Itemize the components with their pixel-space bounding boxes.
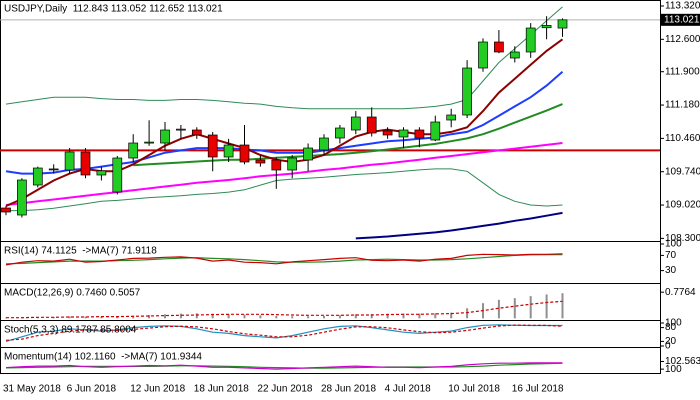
indicator-line	[6, 300, 563, 319]
chart-title: USDJPY,Daily 112.843 113.052 112.652 113…	[4, 4, 223, 15]
y-tick-label: 100	[665, 318, 682, 329]
candle-body	[287, 157, 298, 171]
y-tick-label: 108.300	[665, 233, 700, 244]
candle-body	[207, 134, 218, 158]
y-tick-label: 0.7764	[665, 287, 696, 298]
indicator-line	[5, 70, 564, 175]
candle-body	[303, 147, 313, 161]
y-tick-label: 102.5635	[665, 356, 700, 367]
candle-body	[176, 128, 186, 131]
candle-body	[557, 19, 568, 29]
x-tick-label: 22 Jun 2018	[257, 384, 312, 395]
y-tick-label: 20	[665, 336, 677, 347]
panel-title: Stoch(5,3,3) 89.1787 85.8004	[4, 325, 137, 336]
candle-body	[80, 151, 91, 176]
candle-body	[541, 25, 552, 29]
indicator-line	[5, 324, 563, 341]
candle-body	[335, 127, 345, 139]
candle-body	[48, 168, 59, 171]
y-tick-label: 113.320	[665, 1, 700, 12]
candle-body	[17, 179, 27, 216]
price-tag	[661, 13, 700, 26]
candle-body	[64, 151, 75, 171]
price-tag-label: 113.021	[664, 14, 700, 25]
y-tick-label: 110.460	[665, 133, 700, 144]
candle-body	[430, 121, 441, 141]
y-tick-label: 30	[665, 265, 677, 276]
candle-body	[144, 141, 154, 144]
candle-body	[255, 159, 266, 164]
candle-body	[462, 67, 472, 116]
candle-body	[525, 27, 536, 53]
candle-body	[509, 51, 520, 59]
indicator-line	[5, 362, 563, 369]
panel-title: MACD(12,26,9) 0.7460 0.5057	[4, 288, 141, 299]
x-tick-label: 31 May 2018	[3, 384, 61, 395]
plot-frame	[0, 0, 661, 374]
y-tick-label: 0	[665, 341, 671, 352]
x-tick-label: 12 Jun 2018	[130, 384, 185, 395]
y-tick-label: 111.900	[665, 66, 700, 77]
candle-body	[96, 170, 107, 176]
x-tick-label: 16 Jul 2018	[512, 384, 564, 395]
indicator-line	[5, 324, 563, 342]
y-tick-label: 80	[665, 322, 677, 333]
y-tick-label: 109.020	[665, 200, 700, 211]
candle-body	[223, 144, 234, 158]
y-tick-label: 100	[665, 364, 682, 375]
candle-body	[478, 41, 488, 69]
candle-body	[319, 137, 329, 151]
y-tick-label: 112.600	[665, 34, 700, 45]
x-tick-label: 10 Jul 2018	[448, 384, 500, 395]
panel-title: RSI(14) 74.1125 ->MA(7) 71.9118	[4, 246, 157, 257]
indicator-line	[5, 253, 563, 266]
candle-body	[350, 116, 361, 131]
candle-body	[32, 167, 43, 186]
candle-body	[160, 129, 170, 144]
x-tick-label: 18 Jun 2018	[194, 384, 249, 395]
candle-body	[446, 114, 457, 121]
x-tick-label: 4 Jul 2018	[385, 384, 432, 395]
candle-body	[1, 207, 11, 213]
x-tick-label: 6 Jun 2018	[67, 384, 117, 395]
indicator-line	[5, 142, 563, 206]
y-tick-label: 100	[665, 239, 682, 250]
y-tick-label: 111.180	[665, 100, 700, 111]
indicator-line	[355, 211, 563, 240]
y-tick-label: 109.740	[665, 166, 700, 177]
indicator-line	[133, 103, 563, 167]
candle-body	[239, 144, 250, 163]
indicator-line	[6, 168, 563, 212]
candle-body	[382, 130, 393, 136]
candle-body	[366, 116, 377, 134]
candle-body	[398, 129, 409, 138]
indicator-line	[5, 362, 563, 370]
candle-body	[128, 142, 139, 159]
candle-body	[112, 157, 123, 193]
panel-title: Momentum(14) 102.1160 ->MA(7) 101.9344	[4, 352, 202, 363]
candle-body	[494, 41, 504, 53]
candle-body	[191, 129, 202, 136]
y-tick-label: 70	[665, 250, 677, 261]
candle-body	[414, 129, 425, 139]
x-tick-label: 28 Jun 2018	[321, 384, 376, 395]
candle-body	[271, 159, 282, 171]
